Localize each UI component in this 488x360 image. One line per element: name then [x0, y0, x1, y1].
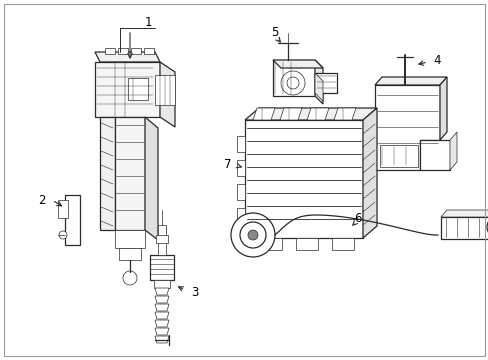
Polygon shape: [237, 160, 244, 176]
Polygon shape: [244, 108, 376, 120]
Bar: [379, 145, 417, 167]
Text: 2: 2: [38, 194, 46, 207]
Polygon shape: [237, 136, 244, 152]
Bar: [331, 238, 353, 250]
Bar: [95, 62, 160, 117]
Circle shape: [286, 77, 298, 89]
Text: 5: 5: [271, 26, 278, 39]
Polygon shape: [155, 304, 169, 311]
Polygon shape: [252, 108, 274, 120]
Bar: [118, 48, 128, 54]
Polygon shape: [440, 210, 488, 217]
Bar: [155, 75, 175, 105]
Polygon shape: [155, 320, 169, 327]
Circle shape: [59, 231, 67, 239]
Polygon shape: [306, 108, 328, 120]
Polygon shape: [362, 108, 376, 238]
Polygon shape: [314, 73, 323, 101]
Polygon shape: [374, 77, 446, 85]
Polygon shape: [150, 255, 174, 280]
Bar: [440, 217, 488, 239]
Text: 1: 1: [144, 15, 151, 28]
Polygon shape: [155, 288, 169, 295]
Polygon shape: [115, 117, 145, 230]
Bar: [154, 280, 170, 288]
Polygon shape: [272, 60, 323, 68]
Circle shape: [123, 271, 137, 285]
Circle shape: [247, 230, 258, 240]
Bar: [260, 238, 282, 250]
Polygon shape: [145, 117, 158, 240]
Bar: [115, 230, 145, 248]
Polygon shape: [95, 52, 160, 62]
Bar: [131, 48, 141, 54]
Bar: [58, 200, 68, 218]
Polygon shape: [272, 60, 314, 96]
Bar: [244, 120, 362, 238]
Polygon shape: [65, 195, 80, 245]
Bar: [295, 238, 317, 250]
Polygon shape: [314, 60, 323, 104]
Bar: [128, 78, 148, 100]
Polygon shape: [100, 117, 115, 230]
Bar: [143, 48, 154, 54]
Polygon shape: [160, 62, 175, 127]
Polygon shape: [439, 77, 446, 140]
Polygon shape: [155, 296, 169, 303]
Polygon shape: [155, 312, 169, 319]
Polygon shape: [449, 132, 456, 170]
Polygon shape: [333, 108, 355, 120]
Circle shape: [281, 71, 305, 95]
Text: 3: 3: [191, 285, 198, 298]
Bar: [314, 73, 336, 93]
Bar: [158, 225, 165, 255]
Circle shape: [486, 217, 488, 237]
Polygon shape: [374, 85, 439, 170]
Polygon shape: [237, 208, 244, 224]
Circle shape: [230, 213, 274, 257]
Text: 6: 6: [353, 211, 361, 225]
Bar: [105, 48, 115, 54]
Text: 4: 4: [432, 54, 440, 67]
Polygon shape: [155, 336, 169, 343]
Bar: [156, 235, 168, 243]
Polygon shape: [155, 328, 169, 335]
Circle shape: [240, 222, 265, 248]
Bar: [119, 248, 141, 260]
Text: 7: 7: [224, 158, 231, 171]
Polygon shape: [280, 108, 302, 120]
Polygon shape: [237, 184, 244, 200]
Bar: [419, 140, 449, 170]
